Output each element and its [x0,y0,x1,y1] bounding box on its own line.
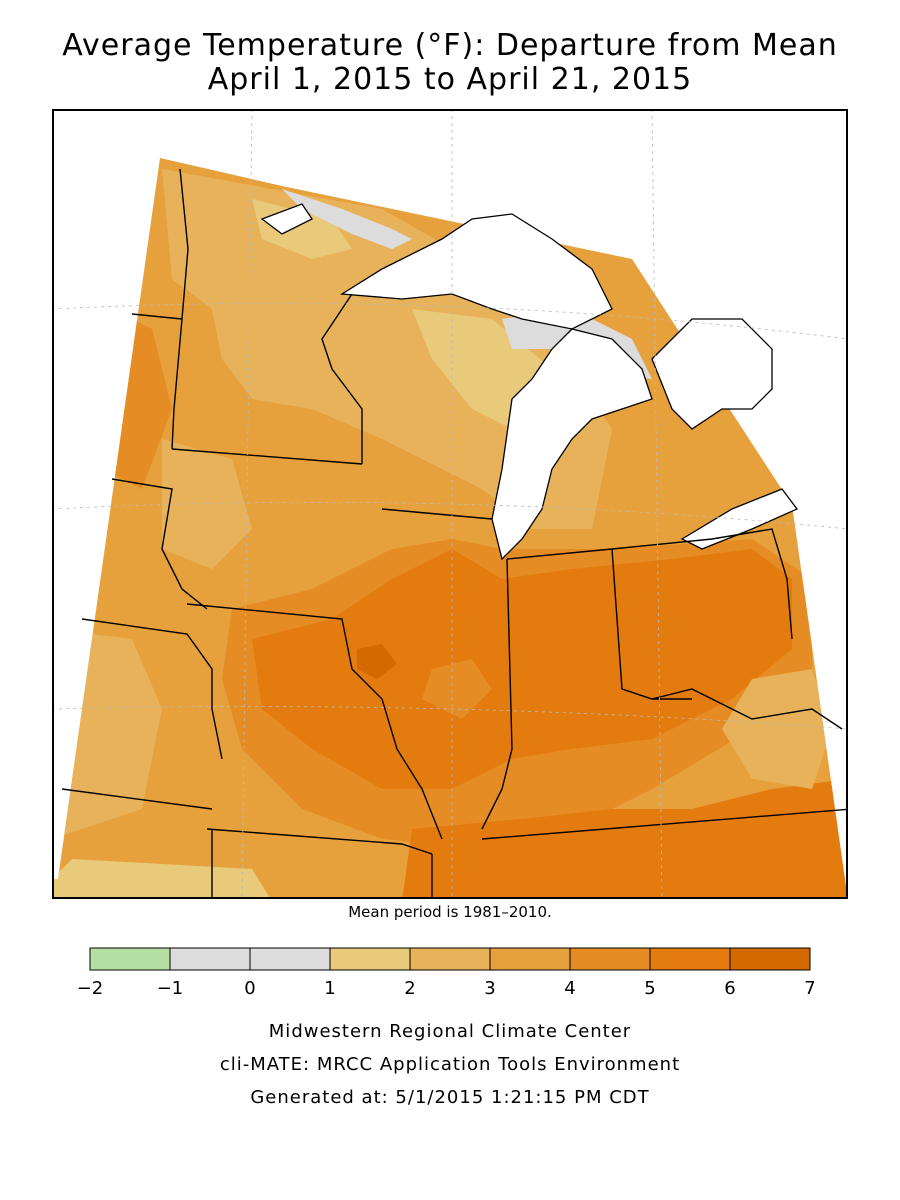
lake-huron [651,318,773,430]
state-boundaries [61,168,848,899]
zone-2-to-3-ohio [722,669,832,789]
zone-0-north-shore [282,189,412,249]
legend-swatch [649,947,731,971]
border-mn-ia [171,448,363,465]
great-lakes [260,203,799,561]
zone-5-to-6 [252,549,792,789]
border-oh-mi [611,528,793,640]
credit-center: Midwestern Regional Climate Center [268,1021,632,1042]
legend-tick-label: −2 [77,978,104,999]
zone-5-to-6-south [402,779,848,899]
legend-tick-label: 0 [244,978,255,999]
legend-swatch [489,947,571,971]
credit-generated: Generated at: 5/1/2015 1:21:15 PM CDT [250,1087,650,1108]
border-ky-wv [651,688,843,730]
lake-superior [339,213,613,330]
border-ne-ks [81,618,223,760]
map-title: Average Temperature (°F): Departure from… [62,28,838,63]
zone-4-to-5-pocket [422,659,492,719]
border-in-mi [506,548,613,560]
credit-tool: cli-MATE: MRCC Application Tools Environ… [219,1054,681,1075]
border-sd-ne [111,478,208,610]
legend-tick-label: 6 [724,978,735,999]
legend-swatch [729,947,811,971]
legend-swatches [89,947,811,971]
legend-tick-label: 4 [564,978,575,999]
border-nd-sd [131,313,183,320]
zone-2-to-3-north [162,169,612,529]
lake-red [260,203,313,235]
legend-tick-label: 2 [404,978,415,999]
legend-swatch [249,947,331,971]
legend-tick-label: 7 [804,978,815,999]
legend-swatch [409,947,491,971]
mean-period-note: Mean period is 1981–2010. [348,903,552,921]
map-frame [52,109,848,899]
border-ks-ok [61,788,213,810]
zone-6-to-7 [357,644,397,679]
legend-swatch [569,947,651,971]
border-in-oh [611,548,692,700]
border-il-in [481,558,513,830]
lake-michigan [491,328,653,561]
zone-2-to-3-iowa [162,439,252,569]
border-wi-il [381,508,493,520]
zone-1-to-2-southwest [52,859,272,899]
legend-tick-labels: −2 −1 0 1 2 3 4 5 6 7 [77,978,816,999]
legend-swatch [169,947,251,971]
border-ky-tn [481,808,848,840]
legend-swatch [89,947,171,971]
map-subtitle: April 1, 2015 to April 21, 2015 [207,62,693,97]
legend-swatch [329,947,411,971]
legend-tick-label: 5 [644,978,655,999]
legend-tick-label: −1 [157,978,184,999]
temperature-departure-map [52,109,848,899]
border-ia-mo [186,603,443,840]
border-mo-ar [206,828,433,855]
graticule [52,109,848,899]
legend-tick-label: 3 [484,978,495,999]
border-mn-wi [321,293,363,464]
legend-tick-label: 1 [324,978,335,999]
